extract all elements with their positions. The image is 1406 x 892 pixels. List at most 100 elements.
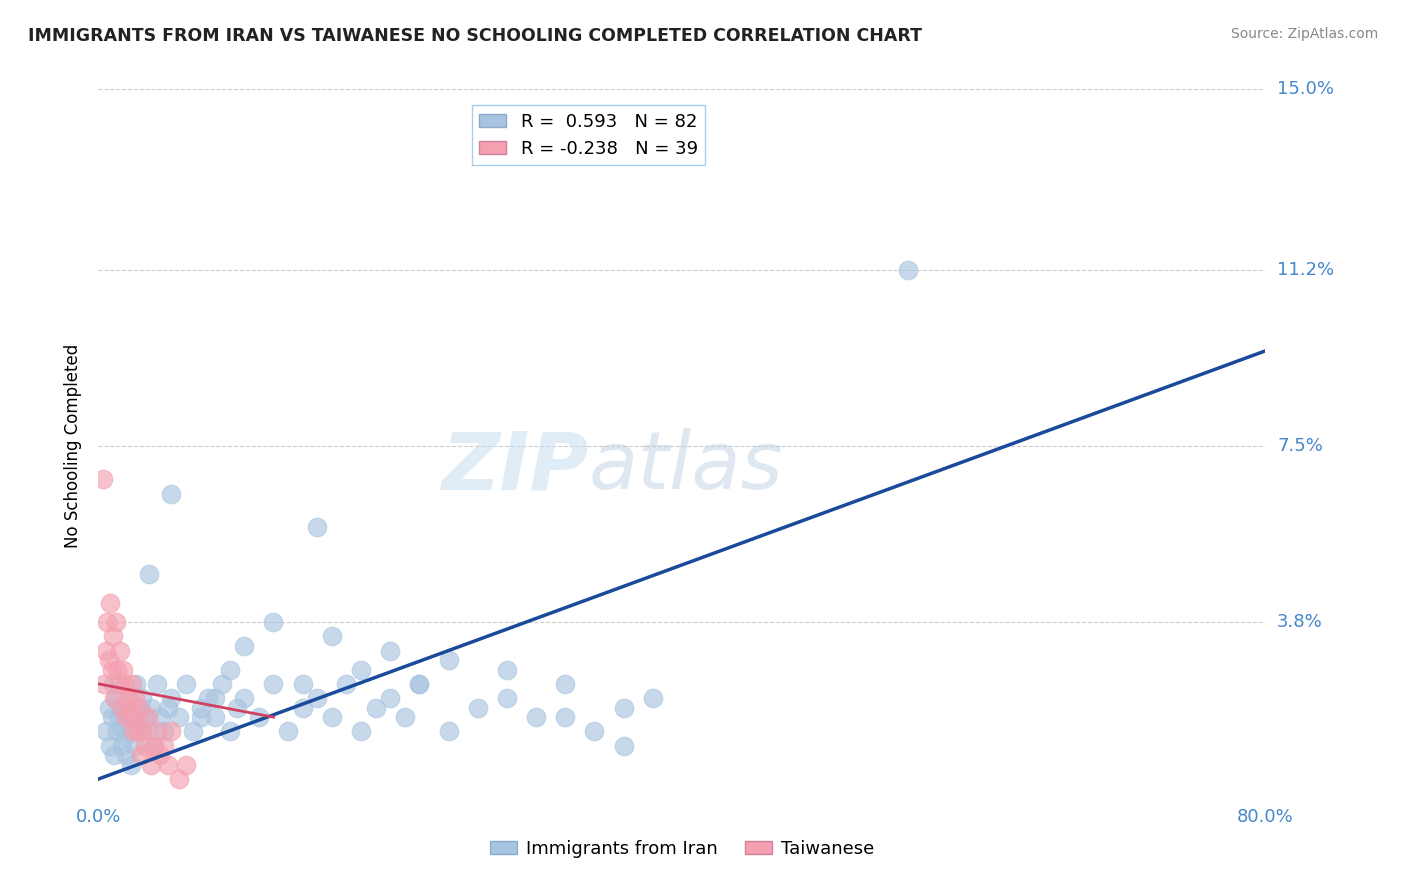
Point (104, 615, 127, 629)
Text: ZIP: ZIP (441, 428, 589, 507)
Legend: Immigrants from Iran, Taiwanese: Immigrants from Iran, Taiwanese (482, 833, 882, 865)
Point (167, 772, 190, 786)
Point (128, 700, 150, 714)
Point (262, 677, 284, 691)
Text: 3.8%: 3.8% (1277, 613, 1323, 631)
Point (111, 739, 134, 753)
Point (307, 520, 329, 534)
Point (114, 729, 136, 743)
Text: 15.0%: 15.0% (1277, 80, 1334, 98)
Point (142, 739, 165, 753)
Point (101, 629, 124, 643)
Text: 7.5%: 7.5% (1277, 437, 1323, 455)
Point (211, 677, 233, 691)
Point (94, 724, 117, 739)
Point (153, 724, 176, 739)
Point (378, 691, 402, 706)
Point (146, 724, 169, 739)
Point (98, 596, 121, 610)
Point (190, 700, 212, 714)
Point (131, 724, 153, 739)
Point (146, 677, 169, 691)
Point (262, 615, 284, 629)
Point (117, 710, 139, 724)
Point (139, 700, 162, 714)
Point (641, 691, 664, 706)
Y-axis label: No Schooling Completed: No Schooling Completed (65, 344, 83, 548)
Point (129, 700, 152, 714)
Point (117, 691, 139, 706)
Point (350, 663, 373, 677)
Point (100, 710, 122, 724)
Point (115, 748, 138, 763)
Point (394, 710, 416, 724)
Point (495, 691, 517, 706)
Point (138, 567, 160, 582)
Point (96, 615, 118, 629)
Point (160, 724, 183, 739)
Point (98, 739, 121, 753)
Point (124, 739, 146, 753)
Point (408, 677, 430, 691)
Point (160, 691, 183, 706)
Point (115, 710, 138, 724)
Point (122, 700, 145, 714)
Point (233, 691, 256, 706)
Point (120, 757, 142, 772)
Point (612, 700, 634, 714)
Point (167, 710, 190, 724)
Point (118, 700, 141, 714)
Point (554, 710, 576, 724)
Point (277, 724, 299, 739)
Point (364, 700, 387, 714)
Point (118, 691, 141, 706)
Point (108, 677, 131, 691)
Point (160, 486, 183, 500)
Point (134, 739, 156, 753)
Point (121, 724, 143, 739)
Point (174, 677, 197, 691)
Point (94, 643, 117, 657)
Point (218, 663, 240, 677)
Point (247, 710, 270, 724)
Point (114, 677, 136, 691)
Point (437, 724, 460, 739)
Point (120, 710, 142, 724)
Point (897, 263, 920, 277)
Point (103, 748, 125, 763)
Point (124, 691, 146, 706)
Point (437, 653, 460, 667)
Point (110, 700, 132, 714)
Point (97, 653, 120, 667)
Point (467, 700, 489, 714)
Point (142, 739, 165, 753)
Point (197, 691, 219, 706)
Point (204, 710, 226, 724)
Point (307, 691, 329, 706)
Point (233, 639, 256, 653)
Text: 11.2%: 11.2% (1277, 261, 1334, 279)
Point (378, 643, 402, 657)
Point (93, 677, 115, 691)
Point (190, 710, 212, 724)
Point (125, 677, 148, 691)
Text: atlas: atlas (589, 428, 783, 507)
Point (122, 724, 145, 739)
Point (612, 739, 634, 753)
Point (131, 691, 153, 706)
Point (226, 700, 249, 714)
Text: Source: ZipAtlas.com: Source: ZipAtlas.com (1230, 27, 1378, 41)
Point (291, 700, 314, 714)
Point (129, 748, 152, 763)
Point (495, 663, 517, 677)
Point (218, 724, 240, 739)
Point (321, 710, 343, 724)
Point (321, 629, 343, 643)
Point (97, 700, 120, 714)
Point (127, 710, 149, 724)
Point (157, 757, 180, 772)
Point (112, 663, 135, 677)
Point (127, 724, 149, 739)
Point (350, 724, 373, 739)
Point (335, 677, 357, 691)
